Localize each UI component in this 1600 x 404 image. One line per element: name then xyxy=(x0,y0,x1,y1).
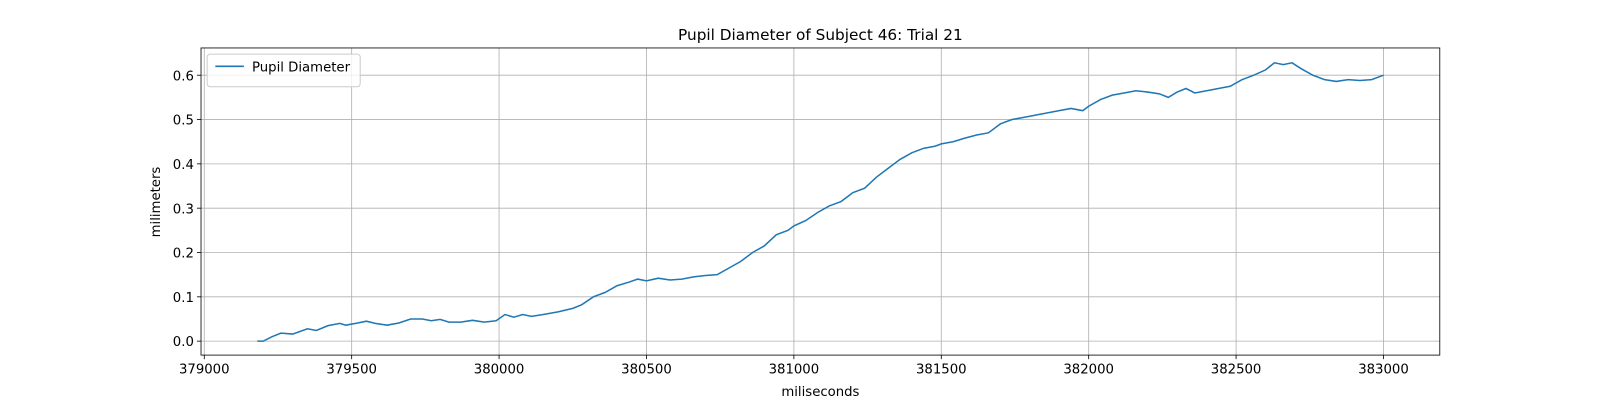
x-tick-label: 383000 xyxy=(1358,362,1409,377)
y-tick-label: 0.0 xyxy=(173,335,194,350)
x-tick-label: 381500 xyxy=(916,362,967,377)
legend-box xyxy=(206,53,361,88)
y-tick-label: 0.1 xyxy=(173,291,194,306)
x-tick-label: 380500 xyxy=(621,362,672,377)
chart-title: Pupil Diameter of Subject 46: Trial 21 xyxy=(678,26,963,44)
legend: Pupil Diameter xyxy=(206,53,361,88)
data-line xyxy=(257,61,1384,342)
x-tick-label: 379000 xyxy=(179,362,230,377)
plot-frame xyxy=(200,47,1441,356)
legend-label: Pupil Diameter xyxy=(252,60,351,75)
x-tick-label: 382000 xyxy=(1063,362,1114,377)
y-tick-label: 0.3 xyxy=(173,202,194,217)
y-tick-label: 0.4 xyxy=(173,158,194,173)
x-tick-label: 381000 xyxy=(769,362,820,377)
y-tick-label: 0.2 xyxy=(173,247,194,262)
x-tick-label: 379500 xyxy=(326,362,377,377)
x-tick-label: 382500 xyxy=(1211,362,1262,377)
y-tick-label: 0.5 xyxy=(173,114,194,129)
y-axis-label: milimeters xyxy=(149,167,164,238)
x-axis-label: miliseconds xyxy=(781,385,859,400)
y-tick-label: 0.6 xyxy=(173,69,194,84)
x-tick-label: 380000 xyxy=(474,362,525,377)
